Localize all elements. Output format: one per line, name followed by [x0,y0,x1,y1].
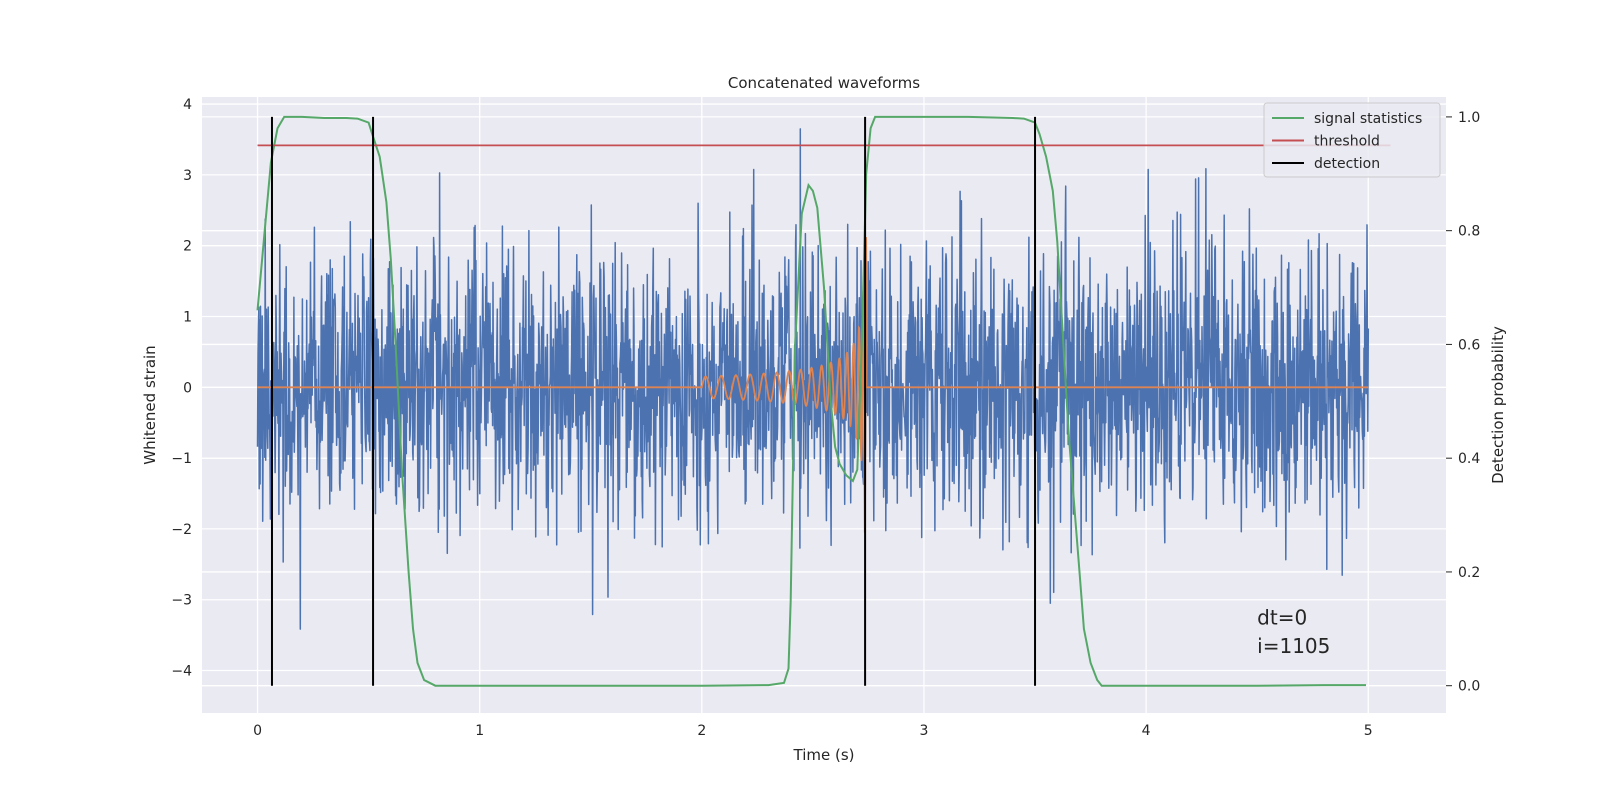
x-tick-label: 4 [1142,723,1151,739]
y2-tick-label: 0.2 [1458,565,1480,581]
detection-series [270,116,1037,686]
y-axis-ticks: −4 −3 −2 −1 0 1 2 3 4 [171,97,192,679]
y2-tick-label: 0.0 [1458,679,1480,695]
y2-tick-label: 0.8 [1458,224,1480,240]
y2-axis-ticks: 0.0 0.2 0.4 0.6 0.8 1.0 [1446,110,1480,695]
x-tick-label: 3 [920,723,929,739]
strain-line [256,128,1370,630]
y-tick-label: 4 [183,97,192,113]
y-tick-label: −4 [171,664,192,680]
legend: signal statistics threshold detection [1263,102,1441,178]
x-tick-label: 5 [1364,723,1373,739]
y-axis-label: Whitened strain [141,345,159,464]
x-axis-ticks: 0 1 2 3 4 5 [253,723,1373,739]
y-tick-label: 2 [183,239,192,255]
y2-axis-label: Detection probability [1489,326,1507,484]
signal-statistics-line [256,115,1366,687]
legend-label: threshold [1314,134,1380,150]
legend-box [1263,102,1441,178]
template-line [257,237,1369,533]
x-tick-label: 0 [253,723,262,739]
chart-title: Concatenated waveforms [728,74,920,92]
y-tick-label: −1 [171,451,192,467]
y2-tick-label: 0.6 [1458,337,1480,353]
strain-noise-series [256,128,1370,630]
x-tick-label: 1 [475,723,484,739]
annotation-dt: dt=0 [1257,605,1307,629]
waveform-template-series [257,237,1369,533]
y2-tick-label: 1.0 [1458,110,1480,126]
y-tick-label: 3 [183,168,192,184]
legend-label: detection [1314,156,1380,172]
x-tick-label: 2 [697,723,706,739]
signal-statistics-series [256,115,1366,687]
y-tick-label: −2 [171,522,192,538]
annotation-index: i=1105 [1257,634,1330,658]
legend-label: signal statistics [1314,111,1422,127]
y-tick-label: 1 [183,309,192,325]
y-tick-label: −3 [171,593,192,609]
x-axis-label: Time (s) [793,746,855,764]
y-tick-label: 0 [183,380,192,396]
y2-tick-label: 0.4 [1458,451,1480,467]
